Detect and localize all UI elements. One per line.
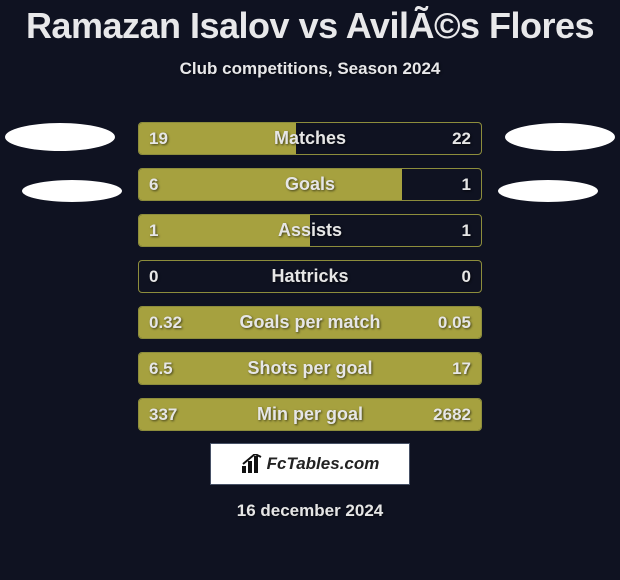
stat-value-right: 2682 [433, 399, 471, 430]
stat-value-left: 6 [149, 169, 158, 200]
stat-value-right: 17 [452, 353, 471, 384]
stat-bar: Hattricks0 0 [138, 260, 482, 293]
stat-value-right: 1 [462, 169, 471, 200]
stat-bar: Min per goal337 2682 [138, 398, 482, 431]
page-title: Ramazan Isalov vs AvilÃ©s Flores [0, 0, 620, 47]
stat-bar-label: Goals per match [139, 307, 481, 338]
stat-bar-label: Shots per goal [139, 353, 481, 384]
player-left-photo-placeholder [5, 123, 115, 151]
footer-date: 16 december 2024 [0, 501, 620, 521]
player-right-flag-placeholder [498, 180, 598, 202]
stat-value-right: 1 [462, 215, 471, 246]
stat-bar-label: Assists [139, 215, 481, 246]
stat-value-left: 19 [149, 123, 168, 154]
stat-bar-label: Matches [139, 123, 481, 154]
comparison-bars: Matches1922Goals61Assists11Hattricks00Go… [138, 122, 482, 444]
chart-icon [241, 454, 263, 474]
stat-value-left: 0 [149, 261, 158, 292]
fctables-logo: FcTables.com [210, 443, 410, 485]
stat-value-left: 1 [149, 215, 158, 246]
stat-bar: Shots per goal6.5 17 [138, 352, 482, 385]
stat-value-right: 0 [462, 261, 471, 292]
player-right-photo-placeholder [505, 123, 615, 151]
logo-text: FcTables.com [267, 454, 380, 474]
player-left-flag-placeholder [22, 180, 122, 202]
stat-bar-label: Goals [139, 169, 481, 200]
subtitle: Club competitions, Season 2024 [0, 59, 620, 79]
stat-value-left: 0.32 [149, 307, 182, 338]
stat-value-left: 337 [149, 399, 177, 430]
stat-bar: Goals per match0.32 0.05 [138, 306, 482, 339]
stat-value-right: 0.05 [438, 307, 471, 338]
stat-bar-label: Hattricks [139, 261, 481, 292]
stat-bar: Assists1 1 [138, 214, 482, 247]
stat-bar-label: Min per goal [139, 399, 481, 430]
stat-bar: Goals6 1 [138, 168, 482, 201]
stat-value-left: 6.5 [149, 353, 173, 384]
stat-value-right: 22 [452, 123, 471, 154]
stat-bar: Matches19 22 [138, 122, 482, 155]
